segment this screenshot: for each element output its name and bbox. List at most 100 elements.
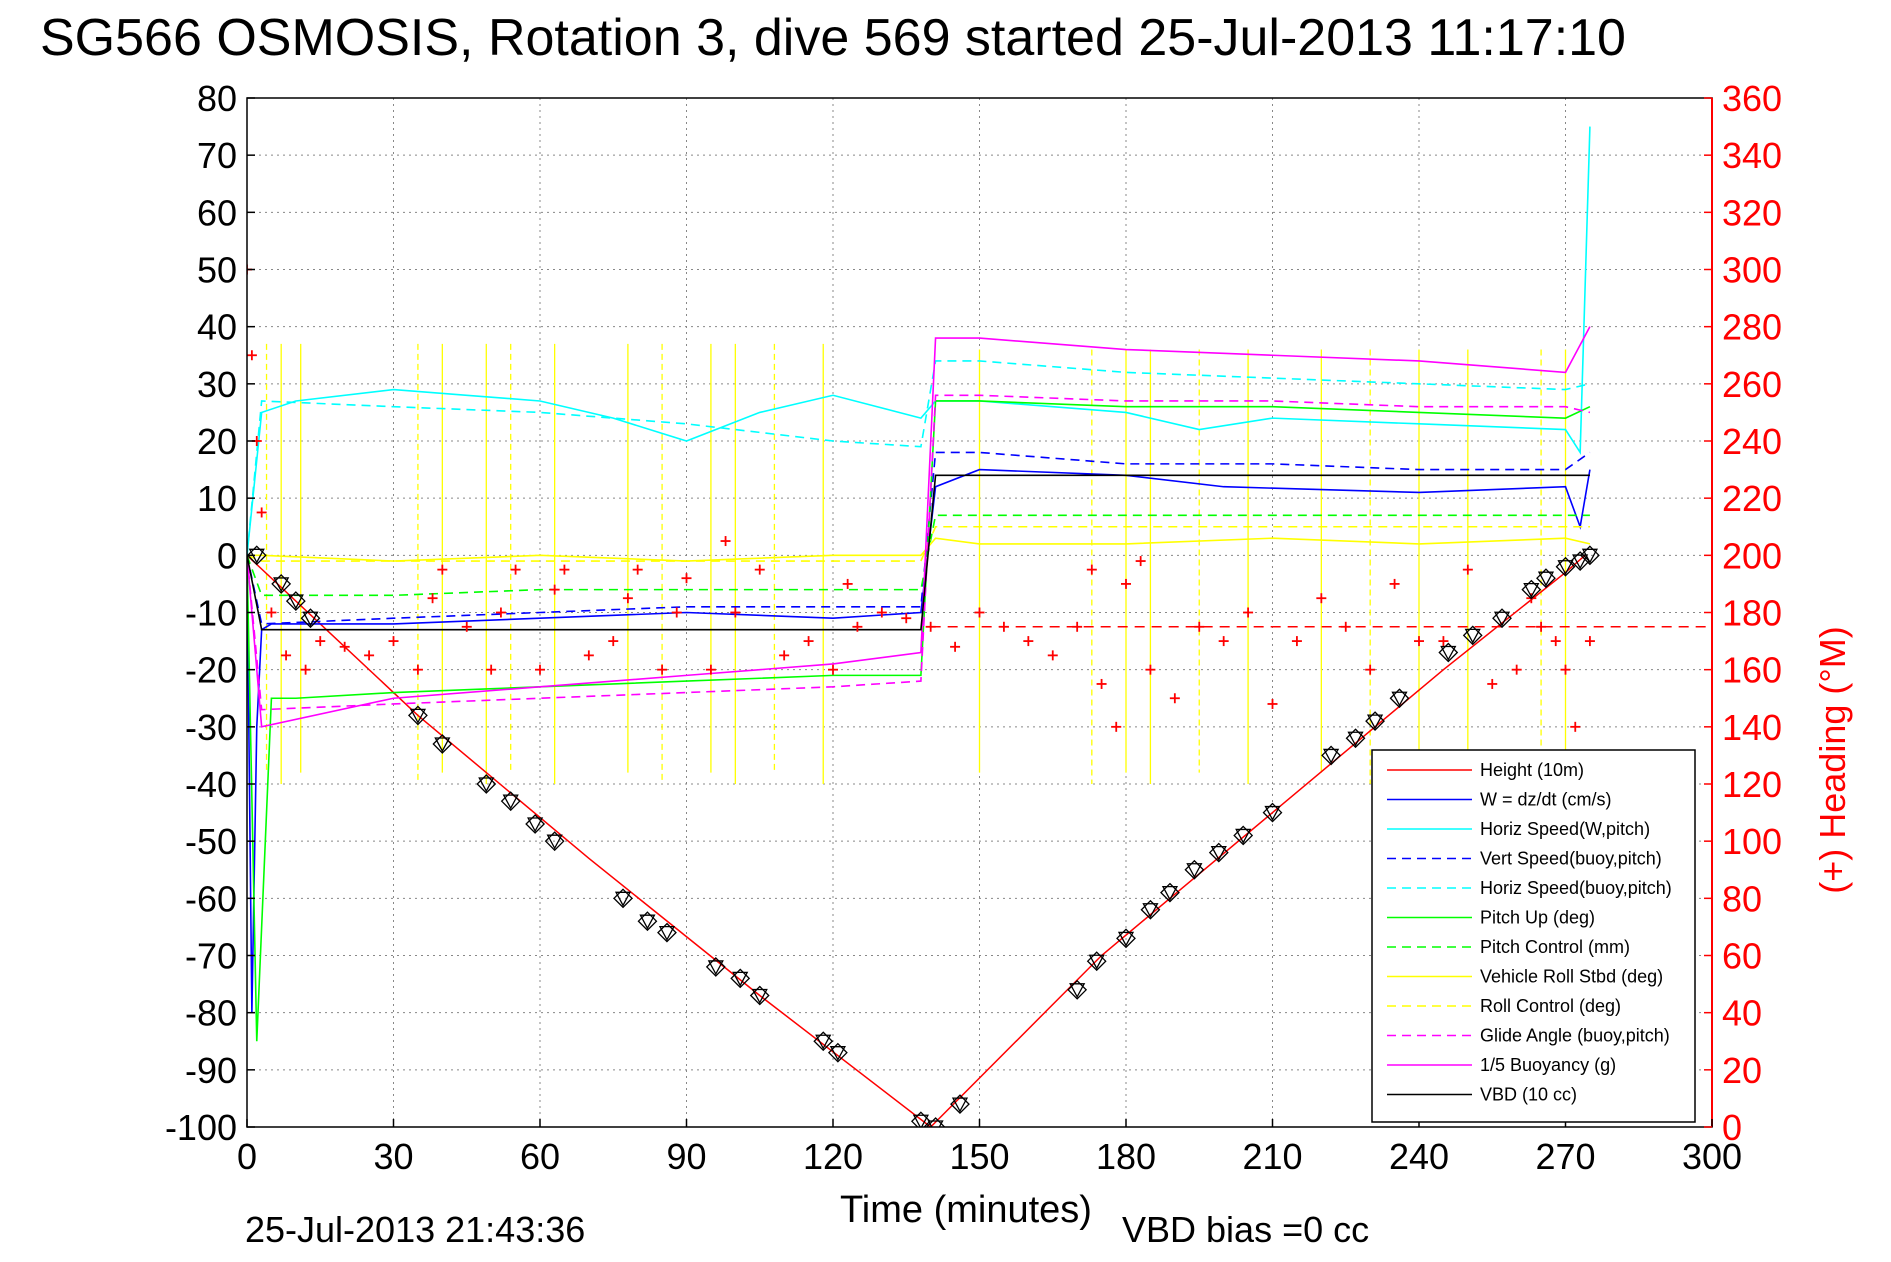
x-tick-label: 90 [666, 1136, 706, 1177]
heading-point [549, 584, 560, 595]
heading-point [1487, 678, 1498, 689]
y-tick-label-right: 320 [1722, 192, 1782, 233]
vbd-marker [749, 985, 770, 1006]
legend-entry: Roll Control (deg) [1480, 996, 1621, 1016]
vbd-marker [1321, 745, 1342, 766]
heading-point [1340, 621, 1351, 632]
series-line [247, 474, 1590, 631]
legend-entry: Vehicle Roll Stbd (deg) [1480, 967, 1663, 987]
heading-point [632, 564, 643, 575]
heading-point [622, 593, 633, 604]
heading-point [1111, 721, 1122, 732]
legend-entry: Vert Speed(buoy,pitch) [1480, 849, 1662, 869]
y-tick-label-right: 0 [1722, 1107, 1742, 1148]
heading-point [1584, 636, 1595, 647]
legend-entry: Horiz Speed(buoy,pitch) [1480, 878, 1672, 898]
y-tick-label-right: 220 [1722, 478, 1782, 519]
heading-point [1462, 564, 1473, 575]
heading-point [803, 636, 814, 647]
heading-point [1135, 556, 1146, 567]
y-tick-label-left: 60 [197, 192, 237, 233]
vbd-marker [1579, 545, 1600, 566]
heading-point [1169, 693, 1180, 704]
heading-point [925, 621, 936, 632]
y-tick-label-left: -50 [185, 821, 237, 862]
series-line [247, 468, 1591, 1013]
heading-point [1096, 678, 1107, 689]
y-tick-label-right: 360 [1722, 78, 1782, 119]
x-tick-label: 60 [520, 1136, 560, 1177]
y-tick-label-right: 180 [1722, 593, 1782, 634]
heading-point [720, 536, 731, 547]
heading-point [998, 621, 1009, 632]
legend-entry: W = dz/dt (cm/s) [1480, 790, 1612, 810]
heading-point [876, 607, 887, 618]
y-tick-label-right: 100 [1722, 821, 1782, 862]
heading-point [510, 564, 521, 575]
heading-point [705, 664, 716, 675]
y-tick-label-left: -30 [185, 707, 237, 748]
y-tick-label-left: 0 [217, 535, 237, 576]
vbd-marker [1086, 951, 1107, 972]
y-tick-label-right: 160 [1722, 650, 1782, 691]
heading-point [461, 621, 472, 632]
vbd-marker [407, 705, 428, 726]
heading-point [1145, 664, 1156, 675]
vbd-marker [613, 888, 633, 909]
heading-point [1243, 607, 1254, 618]
heading-point [583, 650, 594, 661]
vbd-marker [1438, 642, 1459, 663]
legend-entry: Height (10m) [1480, 760, 1584, 780]
y-tick-label-left: -10 [185, 593, 237, 634]
legend-entry: Horiz Speed(W,pitch) [1480, 819, 1650, 839]
vbd-marker [705, 957, 726, 977]
vbd-marker [1389, 688, 1410, 709]
x-tick-label: 300 [1682, 1136, 1742, 1177]
legend: Height (10m) W = dz/dt (cm/s) Horiz Speed(… [1371, 749, 1696, 1123]
x-tick-label: 240 [1389, 1136, 1449, 1177]
y-tick-label-left: 70 [197, 135, 237, 176]
heading-point [1560, 664, 1571, 675]
heading-point [1072, 621, 1083, 632]
vbd-marker [1365, 711, 1385, 732]
heading-point [657, 664, 668, 675]
y-tick-label-left: -70 [185, 936, 237, 977]
vbd-marker [271, 573, 292, 594]
heading-point [681, 573, 692, 584]
vbd-marker [1492, 608, 1512, 629]
chart-title: SG566 OSMOSIS, Rotation 3, dive 569 star… [40, 9, 1626, 67]
heading-point [1316, 593, 1327, 604]
heading-point [427, 593, 438, 604]
footer-vbd-bias: VBD bias =0 cc [1122, 1209, 1369, 1250]
heading-point [1550, 636, 1561, 647]
heading-point [266, 607, 277, 618]
heading-point [495, 607, 506, 618]
x-tick-label: 150 [949, 1136, 1009, 1177]
y-tick-label-left: 30 [197, 364, 237, 405]
vbd-marker [1462, 625, 1483, 646]
heading-point [1194, 621, 1205, 632]
y-axis-left: 80 70 60 50 40 30 20 10 0 -10 -20 -30 -40 -50 -60 -70 -8… [165, 78, 255, 1148]
heading-point [559, 564, 570, 575]
heading-point [1267, 698, 1278, 709]
heading-point [842, 578, 853, 589]
heading-point [1570, 721, 1581, 732]
x-tick-label: 180 [1096, 1136, 1156, 1177]
heading-point [388, 636, 399, 647]
y-tick-label-left: -60 [185, 878, 237, 919]
y-tick-label-right: 140 [1722, 707, 1782, 748]
vbd-marker [1067, 979, 1088, 1000]
vbd-marker [950, 1094, 970, 1115]
series-line [247, 537, 1591, 562]
legend-entry: 1/5 Buoyancy (g) [1480, 1055, 1616, 1075]
legend-entry: Pitch Control (mm) [1480, 937, 1630, 957]
y-tick-label-right: 240 [1722, 421, 1782, 462]
heading-point [779, 650, 790, 661]
y-tick-label-right: 260 [1722, 364, 1782, 405]
heading-point [339, 641, 350, 652]
heading-layer [247, 264, 1595, 732]
heading-point [608, 636, 619, 647]
heading-point [671, 607, 682, 618]
y-tick-label-left: 10 [197, 478, 237, 519]
